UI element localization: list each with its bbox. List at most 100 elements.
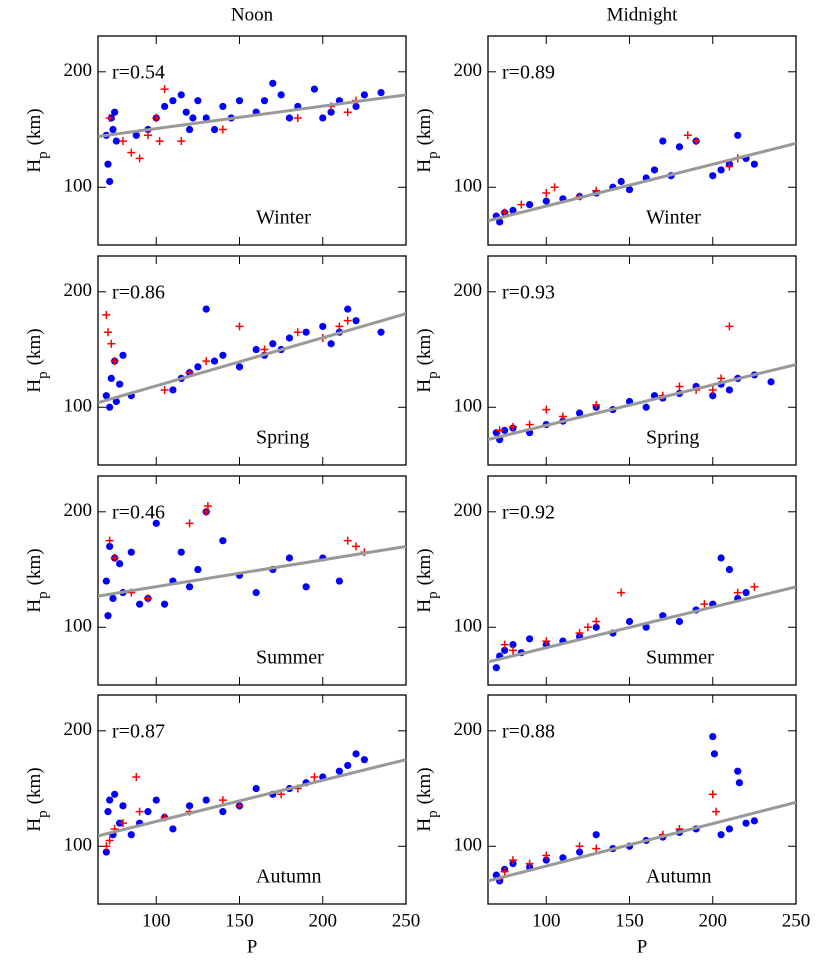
point <box>492 664 500 672</box>
point <box>169 825 177 833</box>
plot-frame <box>97 475 407 686</box>
point <box>102 310 111 319</box>
correlation-annotation: r=0.89 <box>502 62 555 84</box>
point <box>360 91 368 99</box>
point <box>105 536 114 545</box>
point <box>542 637 551 646</box>
point <box>310 85 319 93</box>
x-tick-label: 250 <box>392 910 421 931</box>
point <box>107 339 116 348</box>
point <box>252 345 260 354</box>
correlation-annotation: r=0.92 <box>502 502 555 524</box>
point <box>725 162 734 171</box>
season-label: Summer <box>646 647 714 669</box>
point <box>319 114 327 122</box>
point <box>717 374 726 383</box>
point <box>109 125 117 134</box>
point <box>143 594 152 603</box>
y-axis-label: Hp (km) <box>24 767 51 831</box>
point <box>717 554 725 562</box>
point <box>558 412 567 421</box>
point <box>700 600 709 609</box>
plot-frame <box>487 35 797 246</box>
point <box>160 102 169 111</box>
point <box>496 218 504 226</box>
point <box>725 386 734 394</box>
plot-area <box>488 732 796 885</box>
y-axis-label-sub: p <box>35 371 51 379</box>
point <box>508 422 517 431</box>
point <box>189 114 197 122</box>
point <box>725 825 734 833</box>
point <box>218 125 227 134</box>
point <box>559 854 567 862</box>
plot-frame <box>487 694 797 905</box>
point <box>495 426 504 435</box>
y-axis-label-sub: p <box>425 371 441 379</box>
panel: 100 200 Hp (km) r=0.46 Summer <box>24 475 407 686</box>
point <box>319 322 327 331</box>
plot-area <box>98 502 406 620</box>
point <box>335 577 344 585</box>
point <box>260 345 269 354</box>
point <box>509 206 517 214</box>
y-axis-label: Hp (km) <box>24 108 51 172</box>
fit-line <box>98 312 406 405</box>
point <box>104 160 112 168</box>
y-axis-label: Hp (km) <box>24 548 51 612</box>
point <box>733 588 742 597</box>
x-tick-label: 200 <box>699 910 728 931</box>
point <box>202 305 210 313</box>
plot-area <box>488 322 796 444</box>
point <box>143 131 152 140</box>
column-title: Midnight <box>607 4 678 25</box>
point <box>169 97 177 105</box>
point <box>343 536 352 545</box>
point <box>508 646 517 655</box>
plot-area <box>488 131 796 226</box>
point <box>219 808 227 816</box>
point <box>708 385 717 394</box>
point <box>218 796 227 805</box>
y-tick-label: 200 <box>64 719 93 740</box>
season-label: Winter <box>256 207 311 229</box>
y-axis-label: Hp (km) <box>414 767 441 831</box>
y-axis-label-main: H <box>24 599 45 613</box>
point <box>102 848 110 856</box>
fit-line <box>488 585 796 664</box>
plot-frame <box>487 255 797 466</box>
point <box>235 97 244 105</box>
point <box>119 351 127 359</box>
point <box>202 507 211 516</box>
plot-frame <box>97 694 407 905</box>
point <box>210 125 219 134</box>
point <box>293 328 302 337</box>
point <box>617 588 626 597</box>
point <box>105 836 114 845</box>
point <box>169 386 177 394</box>
y-axis-label: Hp (km) <box>24 328 51 392</box>
panel: 100 200 Hp (km) r=0.89 Winter <box>414 35 797 246</box>
point <box>235 363 244 371</box>
point <box>575 629 584 638</box>
point <box>160 600 169 608</box>
y-axis-label-unit: (km) <box>414 108 435 145</box>
point <box>335 322 344 331</box>
fit-line <box>98 544 406 598</box>
season-label: Autumn <box>256 866 322 888</box>
y-tick-label: 100 <box>64 616 93 637</box>
point <box>106 403 114 411</box>
season-label: Spring <box>646 427 699 449</box>
point <box>712 807 721 816</box>
point <box>285 554 294 562</box>
point <box>106 542 114 551</box>
point <box>767 378 775 386</box>
season-label: Spring <box>256 427 309 449</box>
point <box>152 113 161 122</box>
point <box>127 548 135 556</box>
point <box>202 357 211 366</box>
point <box>104 808 112 816</box>
point <box>525 859 534 868</box>
point <box>550 183 559 192</box>
point <box>185 125 194 134</box>
